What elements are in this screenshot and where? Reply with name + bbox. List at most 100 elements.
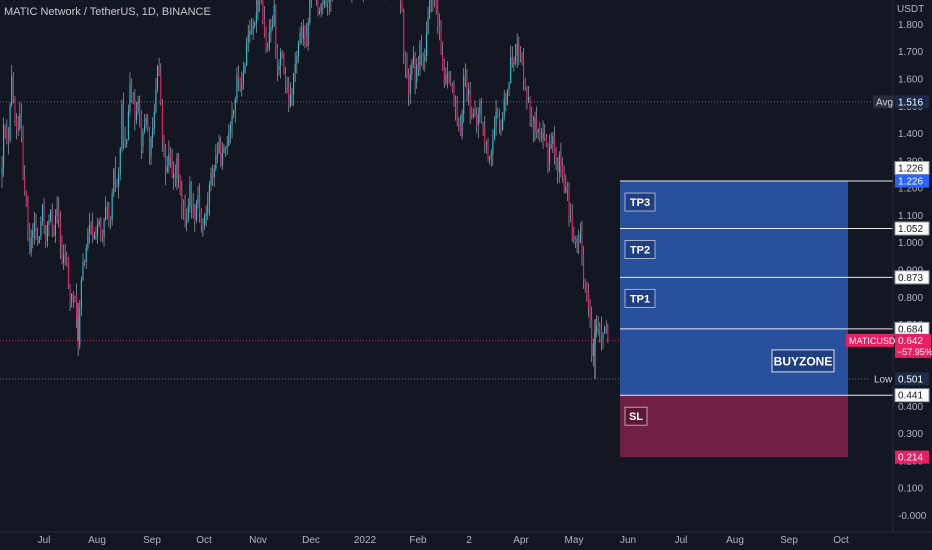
candle-body bbox=[302, 26, 304, 39]
candle-body bbox=[602, 333, 604, 339]
candle-body bbox=[537, 129, 539, 133]
time-tick-label: Sep bbox=[143, 535, 161, 546]
candle-body bbox=[244, 65, 246, 74]
candle-body bbox=[247, 34, 249, 42]
candle-body bbox=[536, 117, 538, 133]
candle-body bbox=[278, 65, 280, 71]
candle-body bbox=[239, 78, 241, 89]
candle-body bbox=[20, 113, 22, 139]
level-tag-box bbox=[894, 221, 930, 236]
candle-body bbox=[208, 184, 210, 204]
candle-body bbox=[186, 220, 188, 224]
candle-body bbox=[41, 204, 44, 222]
candle-body bbox=[150, 137, 152, 157]
candle-body bbox=[403, 10, 405, 52]
candle-body bbox=[550, 144, 552, 149]
candle-body bbox=[323, 0, 325, 6]
candle-body bbox=[416, 64, 418, 83]
sl-price-tag: 0.214 bbox=[898, 453, 923, 464]
candle-body bbox=[583, 254, 585, 281]
candle-body bbox=[64, 254, 66, 258]
level-tag: 1.052 bbox=[898, 224, 923, 235]
candle-body bbox=[446, 74, 449, 76]
candle-body bbox=[132, 100, 134, 102]
candle-body bbox=[519, 53, 521, 55]
candle-body bbox=[25, 191, 27, 207]
candle-body bbox=[521, 54, 523, 61]
candle-body bbox=[288, 88, 290, 106]
candle-body bbox=[429, 0, 431, 18]
candle-body bbox=[140, 114, 142, 147]
candle-body bbox=[174, 173, 176, 178]
candle-body bbox=[135, 111, 138, 121]
candle-body bbox=[406, 65, 408, 73]
candle-body bbox=[48, 220, 50, 225]
candle-body bbox=[79, 308, 81, 346]
zone-label-tp1: TP1 bbox=[630, 293, 650, 305]
level-tag: 0.684 bbox=[898, 324, 923, 335]
candle-body bbox=[506, 89, 508, 105]
candle-body bbox=[32, 231, 34, 238]
candle-body bbox=[63, 254, 65, 263]
candle-body bbox=[181, 193, 183, 206]
candle-body bbox=[139, 101, 141, 115]
candle-body bbox=[225, 147, 227, 149]
candle-body bbox=[573, 236, 575, 239]
candle-body bbox=[438, 26, 440, 32]
candle-body bbox=[591, 319, 593, 357]
candle-body bbox=[468, 89, 470, 96]
candle-body bbox=[531, 113, 533, 123]
candle-body bbox=[249, 30, 251, 35]
price-tick-label: 0.800 bbox=[898, 293, 923, 304]
candle-body bbox=[54, 215, 57, 236]
candle-body bbox=[241, 84, 243, 89]
candle-body bbox=[404, 51, 406, 66]
candle-body bbox=[498, 116, 500, 122]
candle-body bbox=[66, 257, 68, 259]
candle-body bbox=[169, 154, 172, 159]
candle-body bbox=[584, 280, 586, 284]
candle-body bbox=[461, 114, 463, 137]
candle-body bbox=[218, 141, 220, 154]
buyzone-label: BUYZONE bbox=[774, 354, 833, 368]
candle-body bbox=[61, 246, 63, 263]
zone-label-box bbox=[624, 288, 656, 308]
candle-body bbox=[93, 234, 95, 240]
candle-body bbox=[409, 74, 411, 94]
candle-body bbox=[194, 205, 196, 221]
candle-body bbox=[242, 73, 244, 85]
candle-body bbox=[529, 97, 531, 114]
symbol-tag-box bbox=[846, 333, 894, 347]
candle-body bbox=[581, 233, 583, 255]
price-tick-label: 1.100 bbox=[898, 211, 923, 222]
price-tick-label: 1.600 bbox=[898, 75, 923, 86]
candle-body bbox=[156, 65, 159, 90]
zone-label-box bbox=[624, 406, 648, 426]
candle-body bbox=[549, 148, 551, 164]
candle-body bbox=[122, 104, 125, 140]
candle-body bbox=[437, 9, 439, 27]
price-tags: 1.226 1.052 0.873 0.684 0.441 1.226 0.214 Avg 1.… bbox=[846, 95, 932, 464]
candle-body bbox=[557, 162, 559, 173]
candle-body bbox=[126, 139, 128, 145]
candle-body bbox=[118, 173, 120, 187]
time-axis[interactable]: Jul Aug Sep Oct Nov Dec 2022 Feb 2 Apr May Jun Jul Au… bbox=[0, 531, 932, 546]
candle-body bbox=[147, 118, 149, 129]
candle-body bbox=[144, 124, 146, 132]
time-tick-label: Nov bbox=[249, 535, 267, 546]
candle-body bbox=[571, 215, 573, 239]
candle-body bbox=[9, 104, 11, 141]
candle-body bbox=[88, 225, 91, 234]
candle-body bbox=[458, 122, 460, 125]
candle-body bbox=[19, 113, 21, 129]
candle-body bbox=[254, 22, 256, 27]
candle-body bbox=[597, 326, 599, 328]
candle-body bbox=[53, 226, 55, 236]
candle-body bbox=[16, 118, 18, 130]
candle-body bbox=[205, 213, 207, 217]
candle-body bbox=[558, 155, 560, 173]
time-tick-label: Jun bbox=[620, 535, 636, 546]
time-tick-label: Dec bbox=[302, 535, 320, 546]
candle-body bbox=[500, 121, 502, 130]
